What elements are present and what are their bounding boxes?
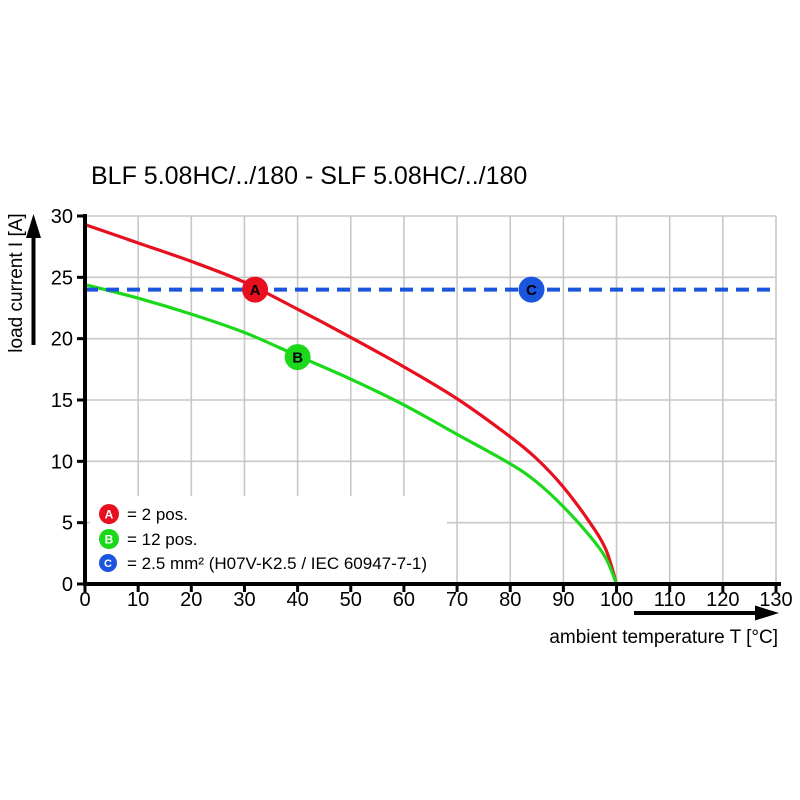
marker-letter: C xyxy=(526,282,537,299)
y-axis-annotation: load current I [A] xyxy=(6,213,41,353)
y-tick-label: 15 xyxy=(51,390,73,412)
legend-marker-a-letter: A xyxy=(105,508,114,522)
y-tick-label: 20 xyxy=(51,329,73,351)
x-tick-label: 110 xyxy=(654,589,686,611)
legend-item-c: C = 2.5 mm² (H07V-K2.5 / IEC 60947-7-1) xyxy=(99,554,427,573)
legend-label-c: = 2.5 mm² (H07V-K2.5 / IEC 60947-7-1) xyxy=(127,554,427,573)
y-tick-label: 25 xyxy=(51,267,73,289)
data-curves xyxy=(83,222,776,586)
derating-curve-a xyxy=(83,222,619,586)
legend-item-a: A = 2 pos. xyxy=(99,504,188,524)
legend-item-b: B = 12 pos. xyxy=(99,529,197,549)
x-tick-label: 10 xyxy=(127,589,149,611)
x-tick-label: 20 xyxy=(180,589,202,611)
y-axis-arrow-icon xyxy=(26,214,41,238)
legend-label-a: = 2 pos. xyxy=(127,505,188,524)
chart-marker-a: A xyxy=(242,276,269,303)
x-tick-label: 60 xyxy=(393,589,415,611)
marker-circle xyxy=(518,276,545,303)
x-tick-label: 40 xyxy=(286,589,308,611)
legend-marker-c-icon xyxy=(99,554,117,572)
marker-circle xyxy=(284,344,311,371)
x-axis-label: ambient temperature T [°C] xyxy=(549,627,778,648)
marker-letter: B xyxy=(292,350,303,367)
curve-point-markers: A B C xyxy=(242,276,545,371)
x-tick-label: 70 xyxy=(446,589,468,611)
x-tick-label: 100 xyxy=(600,589,633,611)
x-tick-label: 120 xyxy=(706,589,739,611)
y-axis-label: load current I [A] xyxy=(6,213,27,352)
marker-circle xyxy=(242,276,269,303)
x-tick-label: 80 xyxy=(499,589,521,611)
y-tick-label: 10 xyxy=(51,451,73,473)
axis-ticks xyxy=(77,214,778,592)
y-tick-label: 0 xyxy=(62,574,73,596)
legend-marker-b-letter: B xyxy=(105,533,114,547)
chart-marker-b: B xyxy=(284,344,311,371)
legend-background xyxy=(90,496,447,582)
x-axis-annotation: ambient temperature T [°C] xyxy=(549,605,779,648)
x-tick-label: 130 xyxy=(759,589,792,611)
legend: A = 2 pos. B = 12 pos. C = 2.5 mm² (H07V… xyxy=(90,496,447,582)
chart-title: BLF 5.08HC/../180 - SLF 5.08HC/../180 xyxy=(91,162,528,190)
derating-curve-b xyxy=(83,283,619,586)
marker-letter: A xyxy=(250,282,261,299)
chart-marker-c: C xyxy=(518,276,545,303)
legend-marker-c-letter: C xyxy=(104,558,112,570)
legend-marker-a-icon xyxy=(99,504,119,524)
x-tick-label: 50 xyxy=(340,589,362,611)
y-tick-label: 5 xyxy=(62,513,73,535)
x-axis-arrow-icon xyxy=(755,605,779,621)
x-tick-label: 90 xyxy=(552,589,574,611)
x-tick-label: 30 xyxy=(233,589,255,611)
y-tick-label: 30 xyxy=(51,206,73,228)
legend-label-b: = 12 pos. xyxy=(127,530,197,549)
x-tick-label: 0 xyxy=(79,589,90,611)
legend-marker-b-icon xyxy=(99,529,119,549)
axis-tick-labels: 0 10 20 30 40 50 60 70 80 90 100 110 120 130 0 5 10 15 20 2… xyxy=(51,206,793,611)
